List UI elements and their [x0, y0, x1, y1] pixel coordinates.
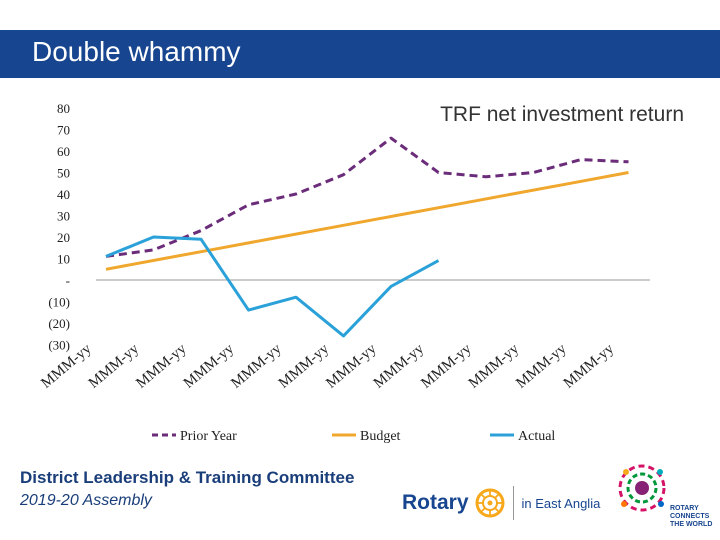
y-tick-label: 30 — [57, 209, 70, 224]
top-band — [0, 0, 720, 28]
rotary-region-label: in East Anglia — [521, 495, 601, 511]
rotary-wheel-icon — [475, 488, 505, 518]
y-tick-label: (30) — [48, 338, 70, 353]
x-tick-label: MMM-yy — [276, 340, 333, 391]
y-tick-label: 60 — [57, 144, 70, 159]
y-tick-label: 80 — [57, 101, 70, 116]
y-tick-label: (10) — [48, 295, 70, 310]
badge-line-1: ROTARY — [670, 505, 699, 512]
x-tick-label: MMM-yy — [133, 340, 190, 391]
x-tick-label: MMM-yy — [561, 340, 618, 391]
logo-divider — [512, 486, 514, 520]
x-tick-label: MMM-yy — [181, 340, 238, 391]
slide-title: Double whammy — [32, 36, 241, 67]
x-tick-label: MMM-yy — [371, 340, 428, 391]
rotary-logo: Rotary in East Anglia — [402, 486, 600, 520]
y-tick-label: 50 — [57, 166, 70, 181]
y-tick-label: 40 — [57, 187, 70, 202]
badge-line-2: CONNECTS — [670, 513, 710, 520]
rotary-connects-badge: ROTARY CONNECTS THE WORLD — [618, 464, 712, 528]
badge-line-3: THE WORLD — [670, 521, 712, 528]
x-tick-label: MMM-yy — [228, 340, 285, 391]
footer-title: District Leadership & Training Committee — [20, 468, 355, 487]
y-tick-label: (20) — [48, 316, 70, 331]
chart-title: TRF net investment return — [440, 103, 684, 126]
y-tick-label: - — [66, 273, 70, 288]
series-line-actual — [105, 235, 440, 338]
y-tick-label: 70 — [57, 123, 70, 138]
connects-globe-icon — [618, 464, 666, 512]
x-tick-label: MMM-yy — [466, 340, 523, 391]
series-line-budget — [105, 171, 629, 271]
y-tick-label: 10 — [57, 252, 70, 267]
y-tick-label: 20 — [57, 230, 70, 245]
x-tick-label: MMM-yy — [418, 340, 475, 391]
x-tick-label: MMM-yy — [86, 340, 143, 391]
x-tick-label: MMM-yy — [513, 340, 570, 391]
series-line-prior-year — [105, 136, 629, 258]
title-bar: Double whammy — [0, 30, 720, 78]
line-chart: 8070605040302010-(10)(20)(30)MMM-yyMMM-y… — [38, 101, 650, 444]
footer-subtitle: 2019-20 Assembly — [20, 492, 152, 509]
legend-label: Actual — [518, 429, 555, 444]
x-tick-label: MMM-yy — [323, 340, 380, 391]
legend-label: Budget — [360, 429, 401, 444]
legend-label: Prior Year — [180, 429, 237, 444]
rotary-wordmark: Rotary — [402, 491, 469, 514]
